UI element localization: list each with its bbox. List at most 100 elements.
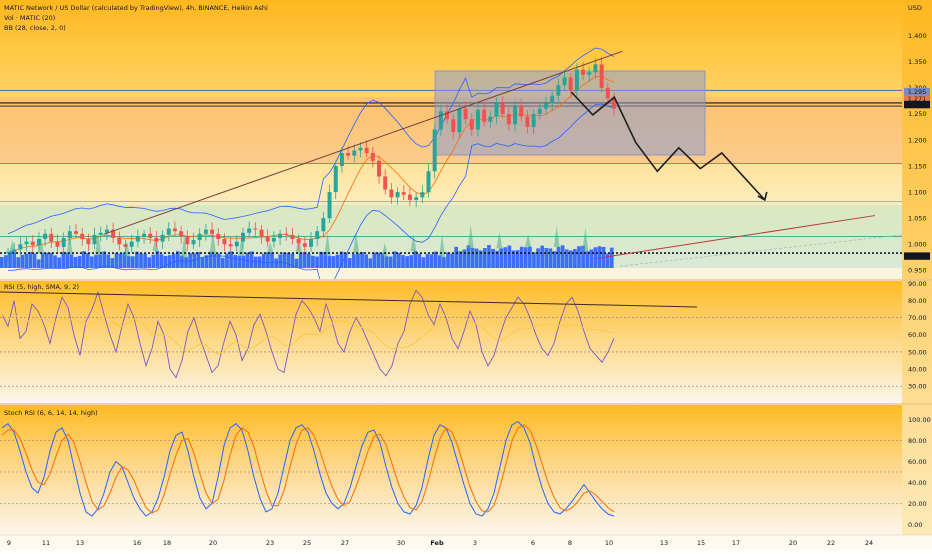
candle-body: [543, 103, 548, 109]
rsi-line: [1, 289, 615, 379]
price-tick-label: 1.400: [908, 32, 927, 40]
time-tick-label: 20: [209, 539, 217, 547]
rsi-plot-area[interactable]: [0, 289, 902, 387]
volume-bar: [364, 254, 368, 268]
projection-arrowhead: [757, 191, 768, 202]
candle-body: [556, 85, 561, 96]
volume-bar: [323, 252, 328, 268]
volume-bar: [536, 248, 540, 268]
price-tick-label: 1.200: [908, 136, 927, 144]
price-badge: [904, 100, 930, 109]
volume-bar: [319, 251, 323, 268]
volume-bar: [417, 253, 422, 268]
volume-bar: [581, 245, 585, 268]
price-badge-label: 1.265: [908, 101, 927, 109]
dashed-projection-line: [619, 234, 902, 267]
candle-body: [457, 108, 462, 133]
candle-body: [111, 229, 116, 238]
support-zone: [0, 205, 902, 236]
volume-spike: [152, 236, 159, 252]
volume-bar: [540, 245, 544, 268]
candle-body: [445, 111, 450, 120]
volume-bar: [331, 256, 336, 268]
rsi-axis[interactable]: 90.00 80.00 70.00 60.00 50.00 40.00 30.00: [908, 280, 927, 391]
candle-body: [222, 239, 227, 245]
candle-body: [469, 119, 474, 130]
candle-body: [389, 189, 394, 198]
candle-body: [519, 106, 524, 117]
volume-bar: [16, 257, 21, 268]
volume-bar: [503, 247, 508, 268]
candle-body: [327, 192, 332, 219]
candle-body: [172, 228, 177, 232]
price-tick-label: 1.350: [908, 58, 927, 66]
rsi-tick-label: 30.00: [908, 383, 927, 391]
candle-body: [117, 237, 122, 245]
rsi-tick-label: 60.00: [908, 331, 927, 339]
volume-bar: [233, 254, 237, 268]
stoch-plot-area[interactable]: [0, 420, 902, 517]
candle-body: [290, 234, 295, 240]
time-tick-label: 9: [7, 539, 11, 547]
candle-body: [482, 109, 487, 122]
stoch-tick-label: 60.00: [908, 458, 927, 466]
volume-bar: [470, 247, 475, 268]
candle-body: [43, 233, 48, 240]
stoch-axis[interactable]: 100.00 80.00 60.00 40.00 20.00 0.00: [908, 416, 931, 529]
volume-bar: [552, 251, 557, 268]
volume-bar: [126, 256, 131, 268]
volume-bar: [65, 252, 70, 268]
candle-body: [74, 231, 79, 234]
volume-bar: [311, 255, 315, 268]
volume-bar: [523, 247, 528, 268]
volume-bar: [20, 254, 25, 268]
price-tick-label: 1.050: [908, 214, 927, 222]
volume-bar: [184, 257, 188, 268]
volume-bar: [290, 253, 295, 268]
volume-bar: [421, 257, 426, 268]
candle-body: [463, 108, 468, 120]
candle-body: [55, 241, 60, 247]
volume-bar: [155, 251, 160, 268]
projection-path[interactable]: [570, 91, 766, 201]
volume-bar: [212, 253, 217, 268]
volume-bar: [507, 245, 512, 268]
candles: [6, 57, 616, 260]
volume-spike: [582, 227, 589, 252]
volume-bar: [167, 255, 172, 268]
chart-title: MATIC Network / US Dollar (calculated by…: [4, 4, 268, 12]
bollinger-legend: BB (28, close, 2, 0): [4, 24, 66, 32]
candle-body: [278, 233, 283, 238]
volume-bar: [36, 259, 41, 268]
volume-bar: [429, 254, 434, 268]
volume-bar: [339, 251, 344, 268]
candle-body: [6, 252, 10, 254]
volume-bar: [593, 247, 598, 268]
time-axis[interactable]: 9 11 13 16 18 20 23 25 27 30 Feb 3 6 8 10 13 15 17 20 22 24: [7, 539, 873, 547]
candle-body: [525, 116, 530, 127]
volume-bar: [4, 255, 8, 268]
volume-bar: [270, 252, 274, 268]
volume-bar: [372, 252, 377, 268]
volume-bar: [560, 245, 565, 268]
price-plot-area[interactable]: [0, 47, 902, 293]
volume-bar: [343, 252, 348, 268]
candle-body: [296, 239, 301, 244]
candle-body: [407, 194, 412, 200]
volume-bar: [597, 246, 602, 268]
candle-body: [30, 241, 35, 246]
volume-spike: [37, 235, 44, 254]
candle-body: [537, 108, 542, 114]
volume-bar: [392, 251, 397, 268]
volume-bar: [573, 249, 577, 268]
volume-bar: [0, 257, 4, 268]
volume-bar: [81, 251, 86, 268]
volume-bar: [466, 245, 471, 268]
volume-spike: [353, 231, 360, 254]
candle-body: [339, 153, 344, 167]
candle-body: [568, 77, 573, 91]
volume-bar: [57, 257, 61, 268]
volume-bar: [28, 251, 33, 268]
